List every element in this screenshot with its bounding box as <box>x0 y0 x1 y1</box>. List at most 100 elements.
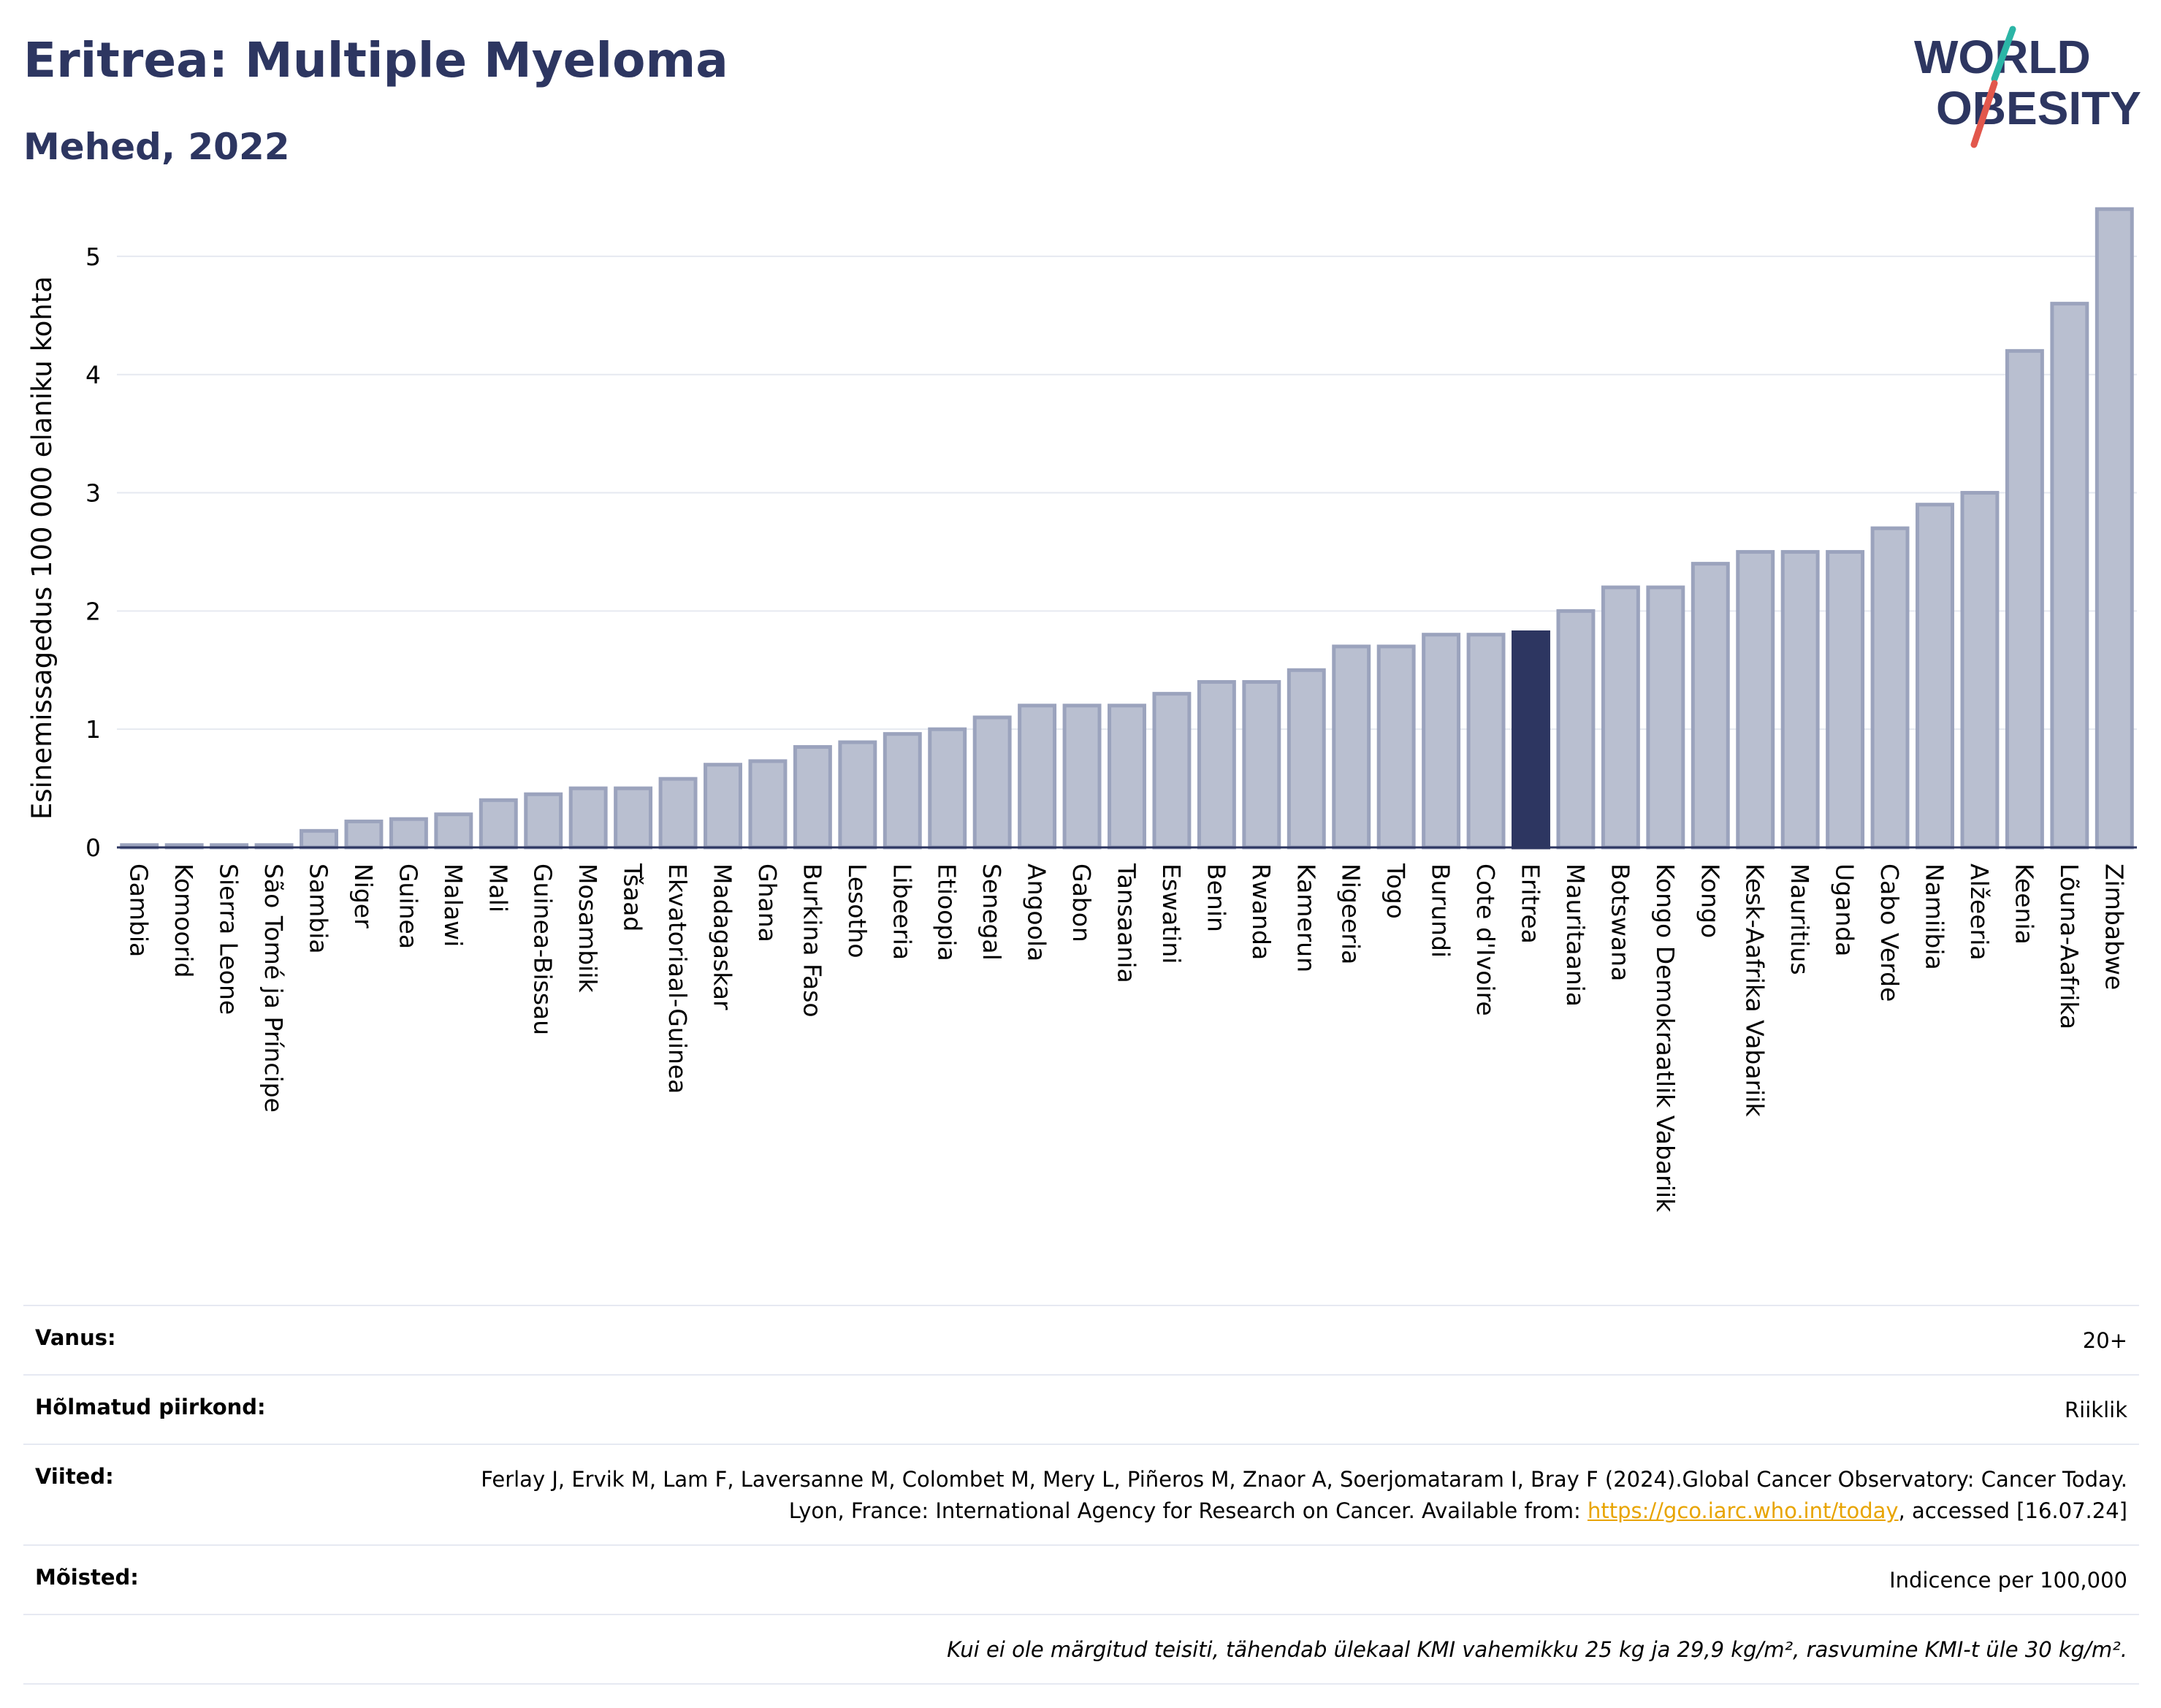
x-tick-label: Cabo Verde <box>1875 863 1904 1002</box>
references-tail: , accessed [16.07.24] <box>1898 1498 2127 1523</box>
info-row-references: Viited: Ferlay J, Ervik M, Lam F, Lavers… <box>23 1444 2139 1544</box>
x-tick-label: Lesotho <box>843 863 872 958</box>
bar <box>1466 633 1506 850</box>
bar <box>614 786 653 850</box>
x-tick-label: Burundi <box>1427 863 1455 958</box>
x-tick-label: Kamerun <box>1292 863 1320 972</box>
x-tick-label: Mauritaania <box>1561 863 1590 1007</box>
x-tick-label: Cote d'Ivoire <box>1471 863 1500 1016</box>
bar-highlight <box>1512 630 1550 850</box>
x-tick-label: Guinea <box>394 863 422 949</box>
page-subtitle: Mehed, 2022 <box>23 126 290 168</box>
x-tick-label: Rwanda <box>1247 863 1276 960</box>
page-title: Eritrea: Multiple Myeloma <box>23 32 728 88</box>
bar <box>344 819 384 850</box>
bar <box>1691 562 1730 850</box>
bar <box>928 727 967 850</box>
bar <box>2050 302 2089 850</box>
x-tick-label: Kongo Demokraatlik Vabariik <box>1651 863 1680 1213</box>
x-tick-label: Komoorid <box>169 863 198 977</box>
bar <box>1287 668 1326 850</box>
x-tick-label: Mali <box>484 863 512 912</box>
y-tick-label: 2 <box>85 597 101 625</box>
references-link[interactable]: https://gco.iarc.who.int/today <box>1587 1498 1899 1523</box>
region-value: Riiklik <box>2065 1398 2127 1422</box>
bar <box>748 759 788 850</box>
x-tick-label: Sierra Leone <box>215 863 243 1015</box>
bar <box>434 812 473 850</box>
bar <box>1601 585 1640 850</box>
x-tick-label: Gambia <box>125 863 153 957</box>
x-tick-label: Mauritius <box>1785 863 1814 975</box>
bar <box>1376 644 1416 850</box>
bar <box>1556 609 1596 850</box>
bar <box>1916 503 1954 850</box>
x-tick-label: Libeeria <box>888 863 916 960</box>
y-tick-label: 1 <box>85 715 101 744</box>
y-tick-label: 5 <box>85 243 101 271</box>
x-tick-label: São Tomé ja Príncipe <box>259 863 288 1113</box>
bar <box>389 817 428 850</box>
logo-text-obesity: OBESITY <box>1936 82 2141 134</box>
x-tick-label: Namiibia <box>1921 863 1949 970</box>
x-tick-label: Benin <box>1202 863 1230 932</box>
x-tick-label: Tansaania <box>1113 863 1141 983</box>
bar <box>1736 549 1775 850</box>
bar <box>2095 207 2134 850</box>
x-tick-label: Gabon <box>1067 863 1096 942</box>
x-tick-label: Alžeeria <box>1965 863 1994 961</box>
bar <box>1018 704 1057 850</box>
bar <box>1108 704 1146 850</box>
age-label: Vanus: <box>35 1325 116 1350</box>
bar <box>568 786 608 850</box>
references-label: Viited: <box>35 1464 114 1489</box>
references-value: Ferlay J, Ervik M, Lam F, Laversanne M, … <box>447 1464 2127 1527</box>
definitions-value: Indicence per 100,000 <box>1889 1568 2127 1593</box>
bar <box>658 777 698 850</box>
x-tick-label: Etioopia <box>933 863 961 961</box>
bar <box>1646 585 1685 850</box>
region-label: Hõlmatud piirkond: <box>35 1395 266 1419</box>
bar <box>1332 644 1371 850</box>
bar <box>524 792 563 850</box>
bar <box>1242 679 1281 850</box>
x-tick-label: Nigeeria <box>1337 863 1365 964</box>
bar <box>1152 692 1192 850</box>
bar <box>1870 526 1910 850</box>
bar <box>1062 704 1102 850</box>
x-tick-label: Angoola <box>1023 863 1051 961</box>
bar <box>972 715 1012 850</box>
bar <box>300 828 338 850</box>
x-tick-label: Keenia <box>2010 863 2038 945</box>
x-tick-label: Zimbabwe <box>2100 863 2128 990</box>
bar-chart: 0 1 2 3 4 5 Gambia Komoorid Sierra Leone São Tom… <box>26 207 2137 1213</box>
footnote: Kui ei ole märgitud teisiti, tähendab ül… <box>947 1637 2127 1662</box>
y-tick-label: 0 <box>85 834 101 862</box>
x-tick-label: Kesk-Aafrika Vabariik <box>1741 863 1769 1117</box>
info-row-definitions: Mõisted: Indicence per 100,000 <box>23 1544 2139 1614</box>
y-axis-label: Esinemissagedus 100 000 elaniku kohta <box>26 276 58 820</box>
x-tick-label: Ghana <box>753 863 782 942</box>
y-tick-label: 3 <box>85 479 101 508</box>
info-table: Vanus: 20+ Hõlmatud piirkond: Riiklik Vi… <box>23 1305 2139 1685</box>
x-tick-label: Kongo <box>1696 863 1724 938</box>
x-tick-label: Botswana <box>1606 863 1634 981</box>
logo-slash-red <box>1970 80 1998 148</box>
bar <box>704 763 742 850</box>
x-tick-label: Sambia <box>305 863 333 954</box>
info-row-age: Vanus: 20+ <box>23 1305 2139 1374</box>
info-row-note: Kui ei ole märgitud teisiti, tähendab ül… <box>23 1614 2139 1685</box>
x-tick-label: Uganda <box>1831 863 1859 956</box>
bar <box>1960 491 2000 850</box>
x-tick-label: Guinea-Bissau <box>529 863 557 1035</box>
x-tick-label: Lõuna-Aafrika <box>2055 863 2084 1029</box>
x-tick-label: Madagaskar <box>709 863 737 1010</box>
bar <box>1197 679 1236 850</box>
x-tick-label: Malawi <box>439 863 468 947</box>
world-obesity-logo: WORLD OBESITY <box>1914 26 2141 148</box>
references-text: Ferlay J, Ervik M, Lam F, Laversanne M, … <box>481 1467 2127 1523</box>
bar <box>1422 633 1461 850</box>
bar <box>479 798 518 850</box>
x-tick-label: Ekvatoriaal-Guinea <box>663 863 692 1094</box>
x-tick-label: Tšaad <box>619 863 647 931</box>
